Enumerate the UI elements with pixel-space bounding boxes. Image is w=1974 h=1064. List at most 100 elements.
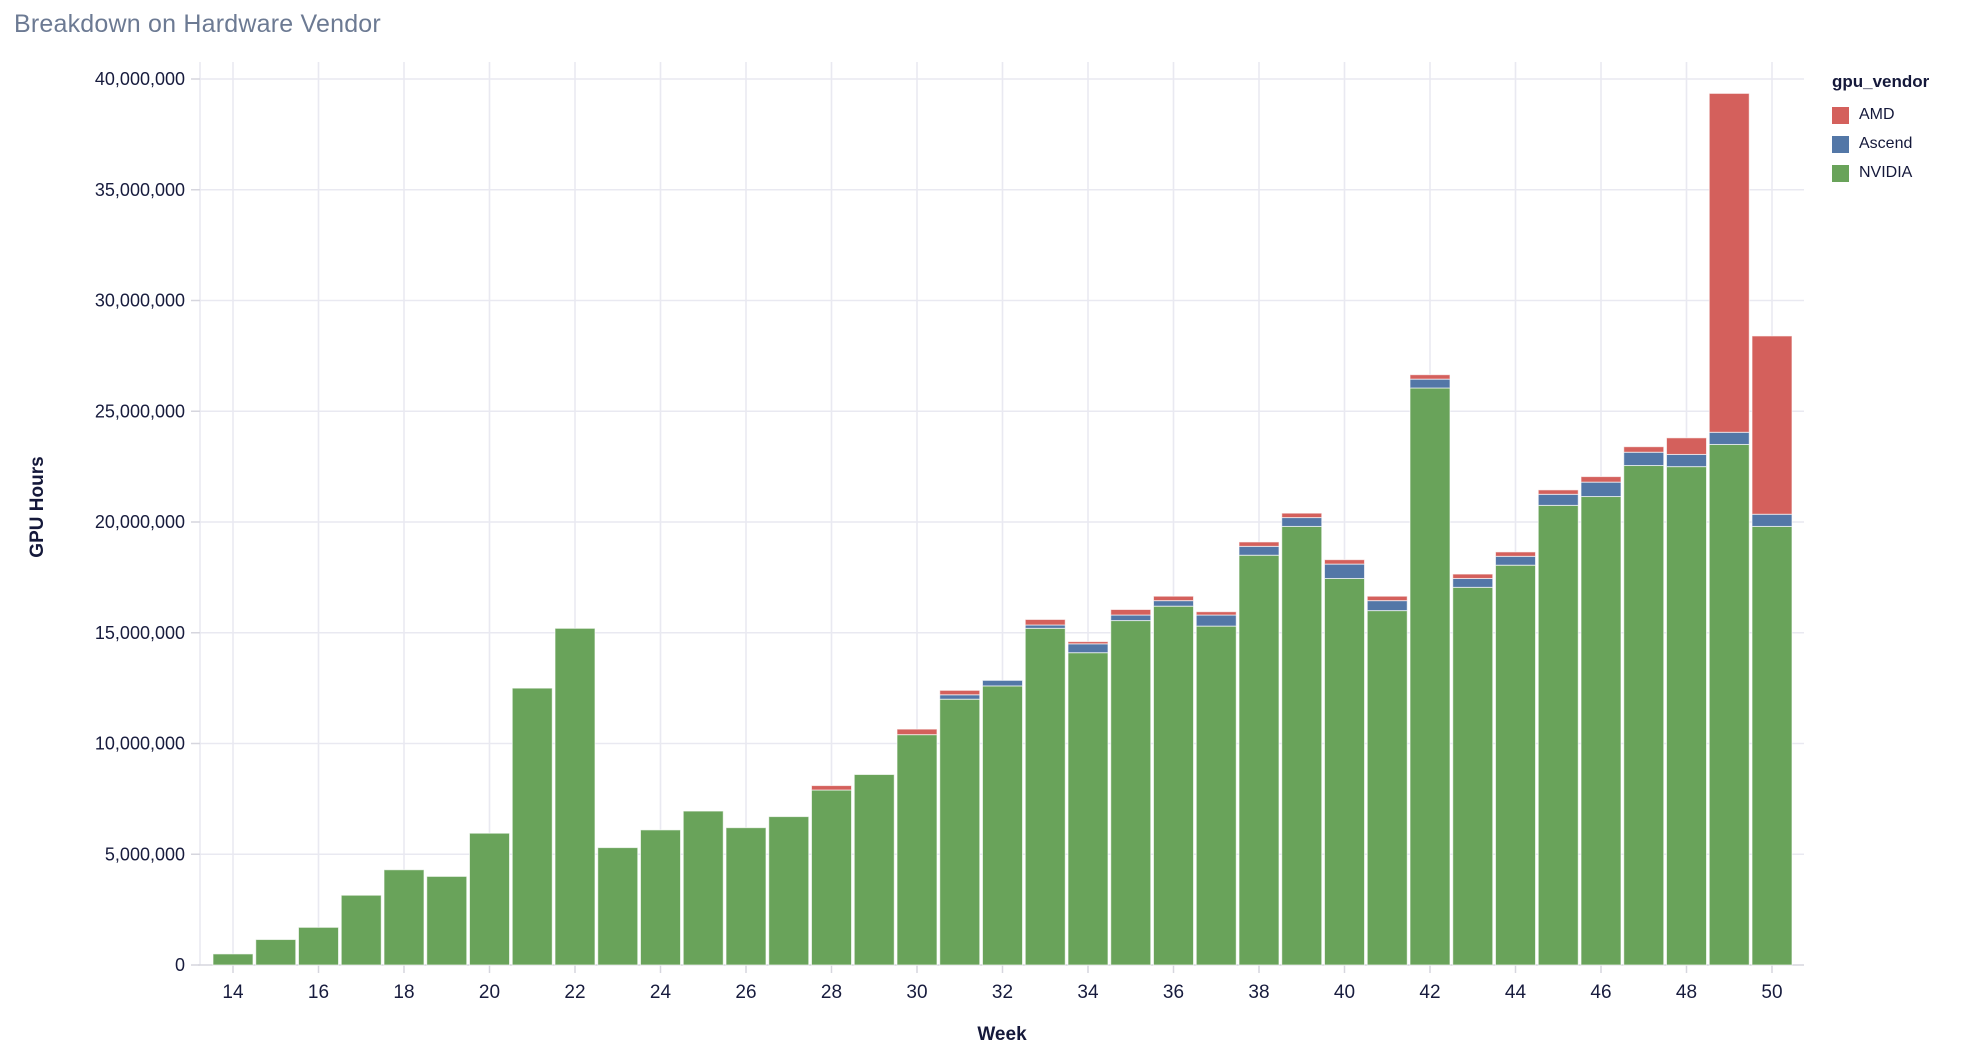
bar-week-38-amd[interactable] — [1238, 541, 1280, 547]
bar-week-15-nvidia[interactable] — [255, 939, 297, 966]
bar-week-24-nvidia[interactable] — [640, 829, 681, 966]
bar-week-34-ascend[interactable] — [1067, 643, 1109, 654]
bar-week-34-amd[interactable] — [1067, 641, 1109, 645]
bar-week-46-nvidia[interactable] — [1580, 496, 1622, 966]
bar-week-40-amd[interactable] — [1324, 559, 1365, 565]
x-tick-label: 38 — [1248, 982, 1269, 1003]
bar-week-33-nvidia[interactable] — [1024, 627, 1066, 966]
bar-week-46-amd[interactable] — [1580, 476, 1622, 483]
bar-week-36-amd[interactable] — [1153, 595, 1194, 602]
bar-week-18-nvidia[interactable] — [383, 869, 425, 966]
y-tick-label: 10,000,000 — [95, 734, 185, 754]
bar-week-45-amd[interactable] — [1537, 489, 1579, 495]
bar-week-31-ascend[interactable] — [939, 694, 981, 700]
legend-swatch-nvidia — [1832, 164, 1849, 182]
bar-week-49-nvidia[interactable] — [1708, 443, 1750, 966]
bar-week-50-amd[interactable] — [1751, 335, 1793, 515]
bar-week-36-nvidia[interactable] — [1153, 605, 1194, 966]
bar-week-43-nvidia[interactable] — [1452, 586, 1494, 966]
y-tick-label: 40,000,000 — [95, 69, 185, 89]
x-tick-label: 18 — [393, 982, 414, 1003]
legend-items: AMD Ascend NVIDIA — [1832, 106, 1929, 182]
bar-week-36-ascend[interactable] — [1153, 600, 1194, 607]
bar-week-47-nvidia[interactable] — [1623, 465, 1665, 966]
bar-week-33-amd[interactable] — [1024, 618, 1066, 626]
legend-item-amd[interactable]: AMD — [1832, 106, 1929, 124]
bar-week-47-ascend[interactable] — [1623, 451, 1665, 467]
bar-week-42-ascend[interactable] — [1409, 378, 1451, 389]
bar-week-31-amd[interactable] — [939, 689, 981, 696]
bar-week-30-nvidia[interactable] — [896, 734, 938, 966]
legend-item-nvidia[interactable]: NVIDIA — [1832, 164, 1929, 182]
bar-week-48-nvidia[interactable] — [1666, 466, 1707, 966]
bar-week-17-nvidia[interactable] — [340, 894, 382, 966]
bar-week-50-ascend[interactable] — [1751, 513, 1793, 527]
legend-swatch-ascend — [1832, 135, 1849, 153]
bar-week-35-nvidia[interactable] — [1110, 620, 1152, 966]
bar-week-32-nvidia[interactable] — [982, 685, 1023, 966]
bar-week-48-amd[interactable] — [1666, 437, 1707, 455]
bar-week-30-amd[interactable] — [896, 728, 938, 736]
bar-week-39-amd[interactable] — [1281, 512, 1323, 519]
bar-week-28-amd[interactable] — [811, 785, 852, 791]
bar-week-31-nvidia[interactable] — [939, 698, 981, 966]
bar-week-26-nvidia[interactable] — [725, 827, 767, 966]
bar-week-21-nvidia[interactable] — [511, 687, 553, 966]
legend-item-ascend[interactable]: Ascend — [1832, 135, 1929, 153]
bar-week-35-amd[interactable] — [1110, 608, 1152, 616]
bar-week-42-nvidia[interactable] — [1409, 387, 1451, 966]
bar-week-47-amd[interactable] — [1623, 446, 1665, 453]
bar-week-44-amd[interactable] — [1495, 551, 1536, 557]
bar-week-43-ascend[interactable] — [1452, 577, 1494, 588]
bar-week-22-nvidia[interactable] — [554, 627, 596, 966]
bar-week-44-ascend[interactable] — [1495, 555, 1536, 566]
bar-week-37-amd[interactable] — [1195, 611, 1237, 616]
bar-week-34-nvidia[interactable] — [1067, 652, 1109, 966]
bar-week-32-ascend[interactable] — [982, 679, 1023, 687]
bar-week-20-nvidia[interactable] — [469, 832, 510, 966]
bar-week-16-nvidia[interactable] — [298, 926, 339, 966]
bar-week-23-nvidia[interactable] — [597, 847, 639, 966]
bar-week-41-amd[interactable] — [1366, 595, 1408, 602]
bar-week-35-ascend[interactable] — [1110, 614, 1152, 622]
bar-week-25-nvidia[interactable] — [682, 810, 724, 966]
bar-week-49-amd[interactable] — [1708, 92, 1750, 433]
bar-week-45-ascend[interactable] — [1537, 493, 1579, 506]
bar-week-29-nvidia[interactable] — [853, 774, 895, 966]
legend-label-amd: AMD — [1859, 106, 1895, 123]
bar-week-14-nvidia[interactable] — [212, 953, 254, 966]
bar-week-50-nvidia[interactable] — [1751, 525, 1793, 966]
y-tick-label: 25,000,000 — [95, 401, 185, 421]
y-axis-title: GPU Hours — [27, 456, 48, 558]
x-tick-label: 48 — [1676, 982, 1697, 1003]
bar-week-38-ascend[interactable] — [1238, 545, 1280, 556]
x-tick-label: 26 — [735, 982, 756, 1003]
bar-week-45-nvidia[interactable] — [1537, 504, 1579, 966]
bar-week-27-nvidia[interactable] — [768, 816, 810, 966]
bar-week-46-ascend[interactable] — [1580, 481, 1622, 498]
bar-week-42-amd[interactable] — [1409, 374, 1451, 380]
y-tick-label: 20,000,000 — [95, 512, 185, 532]
bar-week-19-nvidia[interactable] — [426, 875, 468, 966]
bar-week-37-nvidia[interactable] — [1195, 625, 1237, 966]
bar-week-39-ascend[interactable] — [1281, 517, 1323, 527]
bar-week-49-ascend[interactable] — [1708, 431, 1750, 445]
bar-week-37-ascend[interactable] — [1195, 614, 1237, 627]
x-tick-label: 46 — [1590, 982, 1611, 1003]
y-tick-label: 30,000,000 — [95, 291, 185, 311]
bar-week-40-ascend[interactable] — [1324, 563, 1365, 579]
bar-week-39-nvidia[interactable] — [1281, 525, 1323, 966]
bar-week-38-nvidia[interactable] — [1238, 554, 1280, 966]
bar-week-28-nvidia[interactable] — [811, 789, 852, 966]
bar-week-44-nvidia[interactable] — [1495, 564, 1536, 966]
bar-week-48-ascend[interactable] — [1666, 453, 1707, 468]
legend-label-ascend: Ascend — [1859, 135, 1913, 152]
x-tick-label: 32 — [992, 982, 1013, 1003]
bar-week-43-amd[interactable] — [1452, 573, 1494, 579]
bar-week-41-nvidia[interactable] — [1366, 610, 1408, 966]
bar-week-40-nvidia[interactable] — [1324, 577, 1365, 966]
legend-title: gpu_vendor — [1832, 72, 1930, 91]
bar-week-41-ascend[interactable] — [1366, 600, 1408, 612]
